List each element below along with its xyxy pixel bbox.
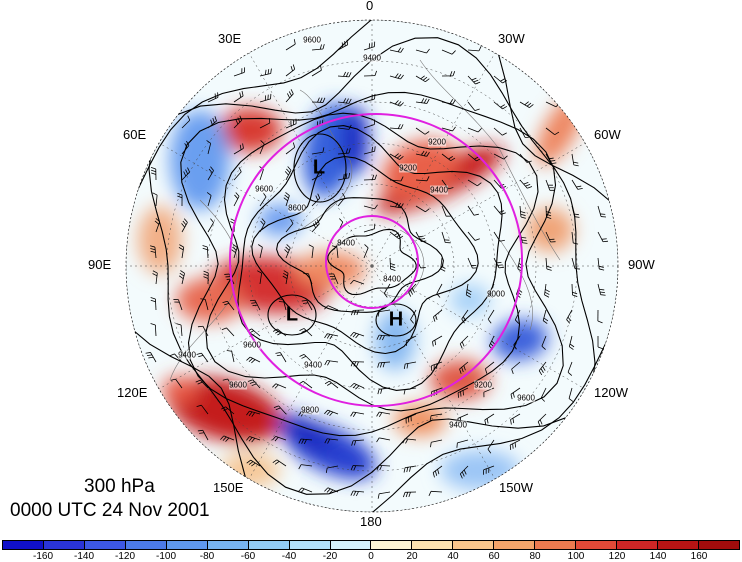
colorbar-segment xyxy=(166,541,207,549)
valid-time-label: 0000 UTC 24 Nov 2001 xyxy=(10,500,210,522)
colorbar-tick-label: 40 xyxy=(447,551,458,562)
anomaly-blob xyxy=(170,110,230,210)
lon-label-30w: 30W xyxy=(498,31,525,46)
contour-label: 8400 xyxy=(337,239,355,248)
wind-barb-feather xyxy=(200,299,205,300)
wind-barb-feather xyxy=(499,267,504,268)
colorbar-segment xyxy=(289,541,330,549)
contour-label: 9400 xyxy=(304,361,322,370)
contour-label: 8400 xyxy=(383,275,401,284)
colorbar-tick-label: 20 xyxy=(406,551,417,562)
wind-barb-feather xyxy=(496,262,501,263)
lon-label-0: 0 xyxy=(366,0,373,13)
contour-label: 9400 xyxy=(430,186,448,195)
wind-barb-feather xyxy=(269,118,270,123)
wind-barb-feather xyxy=(510,445,511,450)
wind-barb-feather xyxy=(457,443,458,448)
colorbar-segment xyxy=(207,541,248,549)
contour-label: 9800 xyxy=(301,406,319,415)
wind-barb-feather xyxy=(278,299,283,300)
colorbar-tick-label: 60 xyxy=(488,551,499,562)
lon-label-30e: 30E xyxy=(218,31,241,46)
colorbar-segment xyxy=(452,541,493,549)
anomaly-blob xyxy=(138,206,182,274)
colorbar-tick-label: -80 xyxy=(200,551,214,562)
anomaly-blob xyxy=(450,284,490,316)
contour-label: 9200 xyxy=(399,164,417,173)
colorbar-segment xyxy=(657,541,698,549)
colorbar-tick-label: 100 xyxy=(568,551,585,562)
colorbar xyxy=(2,540,740,550)
colorbar-tick-label: -120 xyxy=(115,551,135,562)
wind-barb-feather xyxy=(602,239,607,240)
colorbar-segment xyxy=(370,541,411,549)
contour-label: 9600 xyxy=(255,185,273,194)
colorbar-tick-label: 140 xyxy=(650,551,667,562)
colorbar-tick-label: 160 xyxy=(691,551,708,562)
contour-label: 9000 xyxy=(487,290,505,299)
lon-label-60e: 60E xyxy=(123,127,146,142)
colorbar-tick-label: -40 xyxy=(282,551,296,562)
colorbar-tick-label: -20 xyxy=(323,551,337,562)
contour-label: 9400 xyxy=(449,421,467,430)
wind-barb-feather xyxy=(603,241,608,242)
wind-barb-feather xyxy=(515,442,516,447)
contour-label: 9400 xyxy=(178,351,196,360)
lon-label-180: 180 xyxy=(360,514,382,529)
contour-label: 8600 xyxy=(288,204,306,213)
wind-barb-feather xyxy=(279,302,284,303)
wind-barb-feather xyxy=(375,146,376,151)
colorbar-segment xyxy=(698,541,739,549)
colorbar-tick-label: 0 xyxy=(368,551,374,562)
lon-label-120e: 120E xyxy=(117,385,147,400)
wind-barb-feather xyxy=(253,305,258,306)
colorbar-segment xyxy=(248,541,289,549)
lon-label-90w: 90W xyxy=(628,257,655,272)
colorbar-segment xyxy=(411,541,452,549)
colorbar-tick-label: -160 xyxy=(33,551,53,562)
lon-label-150e: 150E xyxy=(213,480,243,495)
contour-label: 9600 xyxy=(517,394,535,403)
contour-label: 9600 xyxy=(303,36,321,45)
wind-barb-feather xyxy=(251,303,256,304)
colorbar-segment xyxy=(3,541,43,549)
lon-label-150w: 150W xyxy=(499,480,533,495)
wind-barb-feather xyxy=(372,147,373,152)
low-center-label: L xyxy=(286,304,298,327)
wind-barb-feather xyxy=(498,265,503,266)
colorbar-tick-label: 120 xyxy=(609,551,626,562)
colorbar-segment xyxy=(575,541,616,549)
high-center-label: H xyxy=(389,309,403,332)
lon-label-60w: 60W xyxy=(594,127,621,142)
colorbar-tick-label: -100 xyxy=(156,551,176,562)
wind-barb-feather xyxy=(250,300,255,301)
colorbar-segment xyxy=(493,541,534,549)
colorbar-segment xyxy=(43,541,84,549)
colorbar-segment xyxy=(330,541,371,549)
colorbar-tick-label: -140 xyxy=(74,551,94,562)
anomaly-blob xyxy=(162,376,198,404)
colorbar-tick-label: -60 xyxy=(241,551,255,562)
contour-label: 9600 xyxy=(243,341,261,350)
contour-label: 9200 xyxy=(428,138,446,147)
colorbar-segment xyxy=(616,541,657,549)
low-center-label: L xyxy=(313,157,325,180)
colorbar-tick-label: 80 xyxy=(529,551,540,562)
wind-barb-feather xyxy=(513,444,514,449)
lon-label-120w: 120W xyxy=(594,385,628,400)
wind-barb xyxy=(364,179,375,180)
pressure-level-label: 300 hPa xyxy=(84,476,155,498)
contour-label: 9200 xyxy=(474,381,492,390)
colorbar-segment xyxy=(84,541,125,549)
colorbar-segment xyxy=(125,541,166,549)
colorbar-segment xyxy=(534,541,575,549)
map-disk xyxy=(110,0,635,535)
contour-label: 9600 xyxy=(229,381,247,390)
contour-label: 9400 xyxy=(363,54,381,63)
lon-label-90e: 90E xyxy=(88,257,111,272)
